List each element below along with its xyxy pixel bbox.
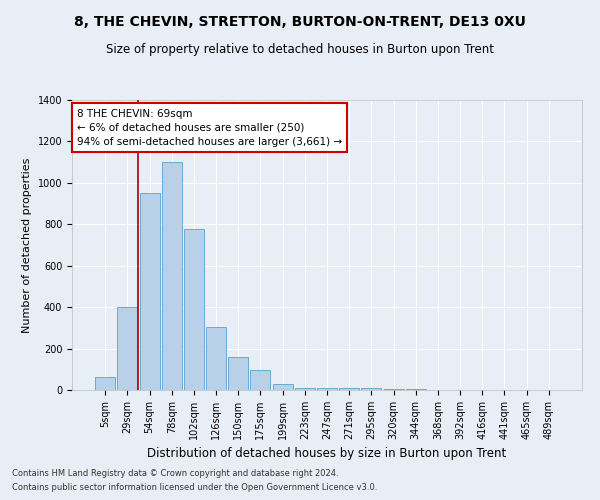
Bar [361, 388, 382, 390]
Bar [317, 388, 337, 390]
Y-axis label: Number of detached properties: Number of detached properties [22, 158, 32, 332]
Bar [383, 389, 404, 390]
X-axis label: Distribution of detached houses by size in Burton upon Trent: Distribution of detached houses by size … [148, 448, 506, 460]
Bar [339, 388, 359, 390]
Bar [250, 370, 271, 390]
Bar [140, 193, 160, 390]
Bar [206, 327, 226, 390]
Bar [228, 357, 248, 390]
Text: Size of property relative to detached houses in Burton upon Trent: Size of property relative to detached ho… [106, 42, 494, 56]
Bar [118, 307, 137, 390]
Bar [95, 376, 115, 390]
Bar [162, 162, 182, 390]
Text: 8 THE CHEVIN: 69sqm
← 6% of detached houses are smaller (250)
94% of semi-detach: 8 THE CHEVIN: 69sqm ← 6% of detached hou… [77, 108, 342, 146]
Text: Contains HM Land Registry data © Crown copyright and database right 2024.: Contains HM Land Registry data © Crown c… [12, 468, 338, 477]
Text: 8, THE CHEVIN, STRETTON, BURTON-ON-TRENT, DE13 0XU: 8, THE CHEVIN, STRETTON, BURTON-ON-TRENT… [74, 15, 526, 29]
Bar [272, 384, 293, 390]
Bar [184, 230, 204, 390]
Bar [295, 388, 315, 390]
Text: Contains public sector information licensed under the Open Government Licence v3: Contains public sector information licen… [12, 484, 377, 492]
